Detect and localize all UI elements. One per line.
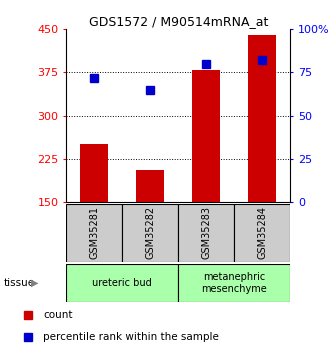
Title: GDS1572 / M90514mRNA_at: GDS1572 / M90514mRNA_at	[88, 15, 268, 28]
Text: metanephric
mesenchyme: metanephric mesenchyme	[201, 272, 267, 294]
Text: GSM35281: GSM35281	[89, 206, 99, 259]
Text: GSM35282: GSM35282	[145, 206, 155, 259]
Bar	[248, 35, 277, 202]
Text: GSM35283: GSM35283	[201, 206, 211, 259]
Bar	[178, 264, 290, 302]
Text: GSM35284: GSM35284	[257, 206, 267, 259]
Bar	[192, 70, 220, 202]
Bar	[66, 264, 178, 302]
Bar	[178, 204, 234, 262]
Text: tissue: tissue	[3, 278, 34, 288]
Bar	[122, 204, 178, 262]
Text: ureteric bud: ureteric bud	[92, 278, 152, 288]
Text: ▶: ▶	[31, 278, 39, 288]
Bar	[136, 170, 164, 202]
Text: count: count	[43, 310, 73, 320]
Text: percentile rank within the sample: percentile rank within the sample	[43, 332, 219, 342]
Bar	[80, 144, 108, 202]
Bar	[234, 204, 290, 262]
Bar	[66, 204, 122, 262]
